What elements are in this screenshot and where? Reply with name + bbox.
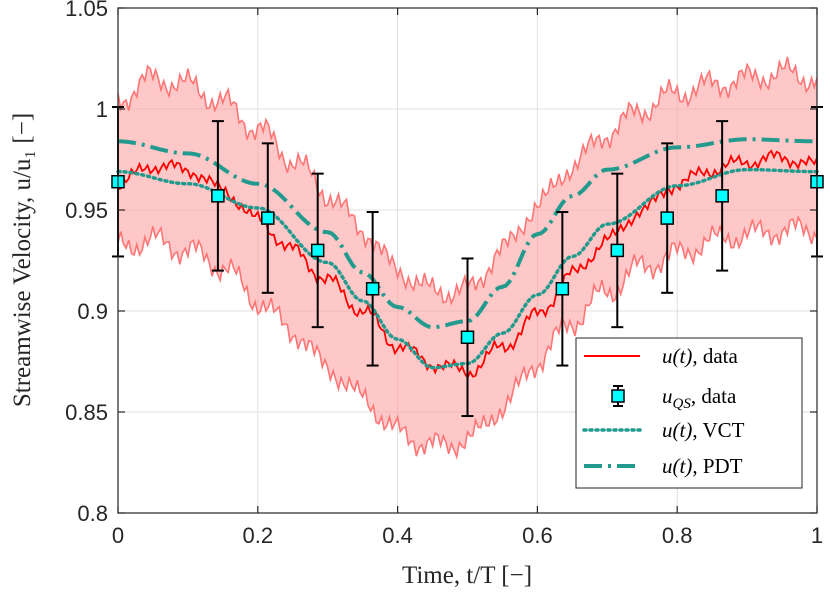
band-lower-edge	[117, 214, 818, 460]
qs-marker	[460, 330, 475, 345]
plot-frame	[117, 7, 818, 514]
legend-box	[575, 337, 803, 489]
qs-marker	[555, 282, 570, 296]
qs-marker	[660, 211, 674, 225]
axis-ticks: 0 0.2 0.4 0.6 0.8 1 0.8 0.85 0.9 0.95 1 1.05	[65, 0, 823, 548]
y-tick-label: 1	[96, 97, 108, 122]
legend-label-data: u(t), data	[662, 344, 738, 368]
x-tick-label: 1	[811, 523, 823, 548]
y-tick-label: 1.05	[65, 0, 108, 21]
x-tick-label: 0.2	[243, 523, 274, 548]
y-tick-label: 0.95	[65, 198, 108, 223]
x-tick-label: 0.6	[522, 523, 553, 548]
y-tick-label: 0.8	[77, 501, 108, 526]
legend: u(t), data uQS, data u(t), VCT u(t), PDT	[575, 337, 803, 489]
x-tick-label: 0.8	[662, 523, 693, 548]
x-tick-label: 0	[112, 523, 124, 548]
legend-label-qs: uQS, data	[662, 384, 737, 412]
qs-marker	[715, 189, 729, 203]
y-axis-label: Streamwise Velocity, u/u₁ [−]	[9, 113, 36, 407]
y-tick-label: 0.9	[77, 299, 108, 324]
series-line-pdt	[117, 137, 817, 330]
qs-marker	[610, 243, 625, 258]
qs-marker	[365, 282, 380, 296]
legend-label-pdt: u(t), PDT	[662, 454, 743, 478]
qs-marker	[310, 243, 325, 258]
y-tick-label: 0.85	[65, 400, 108, 425]
qs-marker	[211, 189, 225, 203]
legend-label-vct: u(t), VCT	[662, 418, 745, 442]
x-tick-label: 0.4	[382, 523, 413, 548]
legend-swatch-qs	[611, 385, 625, 407]
x-axis-label: Time, t/T [−]	[402, 562, 532, 589]
qs-marker	[261, 211, 275, 225]
